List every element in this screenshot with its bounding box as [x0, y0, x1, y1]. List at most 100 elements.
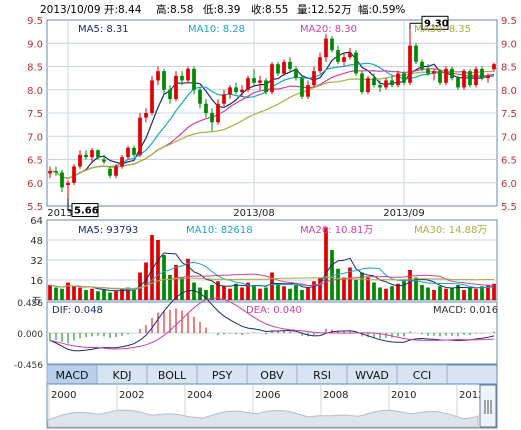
volume-bar: [396, 283, 400, 300]
candle-body: [282, 61, 286, 74]
volume-bar: [216, 281, 220, 300]
price-panel: 5.5 6.0 6.5 7.0 7.5 8.0 8.5 9.0 9.5 5.5 6.0 6.5 7.0…: [27, 15, 517, 219]
candle-body: [204, 103, 208, 113]
volume-bar: [372, 282, 376, 300]
volume-bar: [276, 283, 280, 300]
candle: [72, 164, 76, 186]
tab-boll[interactable]: BOLL: [146, 364, 198, 385]
tab-macd[interactable]: MACD: [46, 364, 98, 385]
candle-body: [84, 154, 88, 158]
volume-bar: [480, 286, 484, 300]
candle-body: [312, 71, 316, 86]
price-tick-label: 8.0: [27, 86, 43, 97]
volume-bar: [468, 287, 472, 300]
candle-body: [324, 38, 328, 58]
macd-tick-label: -0.456: [14, 361, 43, 371]
volume-bar: [426, 287, 430, 300]
date-tick-label: 2013/07: [47, 208, 89, 219]
candle-body: [408, 45, 412, 83]
candle-body: [222, 94, 226, 104]
quote-open: 开:8.44: [104, 4, 142, 16]
candle-body: [162, 71, 166, 90]
candle-body: [186, 68, 190, 81]
tab-kdj[interactable]: KDJ: [96, 364, 148, 385]
candle: [300, 75, 304, 100]
candle-body: [486, 75, 490, 79]
tab-label: PSY: [212, 369, 233, 382]
price-tick-label: 9.0: [27, 39, 43, 50]
overview-year-label: 2004: [187, 390, 212, 401]
candle: [408, 29, 412, 86]
volume-panel: 16 32 48 64 万 MA5: 93793 MA10: 82618 MA20: …: [30, 216, 498, 307]
macd-tick-label: 0.456: [17, 299, 43, 309]
tab-psy[interactable]: PSY: [196, 364, 248, 385]
low-annotation-label: 5.66: [74, 206, 99, 217]
price-tick-label: 6.0: [27, 179, 43, 190]
vol-ma5-line: [49, 252, 495, 292]
legend-ma20: MA20: 8.30: [300, 24, 357, 35]
candle-body: [474, 68, 478, 86]
high-annotation-box: [421, 15, 449, 30]
candle: [48, 166, 52, 179]
candle-body: [48, 171, 52, 174]
volume-bar: [270, 272, 274, 300]
high-annotation: 9.30: [409, 15, 449, 30]
candle: [66, 180, 70, 199]
candle-body: [420, 61, 424, 69]
tab-wvad[interactable]: WVAD: [346, 364, 398, 385]
volume-bars: [48, 227, 496, 300]
candle-body: [276, 64, 280, 74]
candle-body: [450, 68, 454, 79]
macd-legend: DIF: 0.048 DEA: 0.040 MACD: 0.016: [52, 305, 498, 316]
volume-bar: [48, 285, 52, 300]
candle: [330, 36, 334, 53]
volume-bar: [156, 240, 160, 300]
candle-body: [108, 168, 112, 176]
volume-bar: [318, 277, 322, 300]
quote-volume: 量:12.52万: [297, 4, 352, 16]
price-y-axis-right: 5.5 6.0 6.5 7.0 7.5 8.0 8.5 9.0 9.5: [501, 16, 517, 213]
candle: [210, 108, 214, 132]
tab-obv[interactable]: OBV: [246, 364, 298, 385]
candle-body: [66, 182, 70, 186]
volume-bar: [360, 272, 364, 300]
candle: [60, 169, 64, 193]
overview-year-label: 2000: [51, 390, 76, 401]
vol-legend-ma5: MA5: 93793: [78, 225, 138, 236]
overview-drag-handle[interactable]: [479, 384, 497, 428]
candle: [282, 59, 286, 76]
volume-bar: [402, 280, 406, 300]
legend-ma10: MA10: 8.28: [188, 24, 245, 35]
volume-bar: [282, 286, 286, 300]
candle-body: [144, 113, 148, 118]
candle: [462, 68, 466, 90]
candle-body: [306, 85, 310, 97]
tab-label: KDJ: [113, 369, 132, 382]
candle: [486, 73, 490, 83]
candle: [240, 85, 244, 97]
candle-body: [270, 64, 274, 93]
tab-cci[interactable]: CCI: [396, 364, 448, 385]
candle: [366, 75, 370, 95]
volume-y-axis: 16 32 48 64: [30, 216, 43, 287]
candle: [402, 71, 406, 86]
volume-tick-label: 32: [30, 256, 43, 267]
volume-bar: [150, 235, 154, 300]
candle-body: [78, 154, 82, 167]
vol-ma30-line: [49, 276, 494, 290]
candle: [372, 73, 376, 88]
candle-body: [288, 61, 292, 69]
tab-label: CCI: [413, 369, 432, 382]
candle: [174, 71, 178, 102]
volume-bar: [66, 282, 70, 300]
volume-tick-label: 48: [30, 236, 43, 247]
tab-rsi[interactable]: RSI: [296, 364, 348, 385]
vol-legend-ma20: MA20: 10.81万: [300, 225, 373, 236]
candle-body: [348, 52, 352, 58]
candle-body: [294, 68, 298, 79]
quote-high: 高:8.58: [156, 3, 193, 16]
candle: [288, 57, 292, 72]
price-tick-label-right: 9.5: [501, 16, 517, 27]
candle-body: [444, 68, 448, 83]
